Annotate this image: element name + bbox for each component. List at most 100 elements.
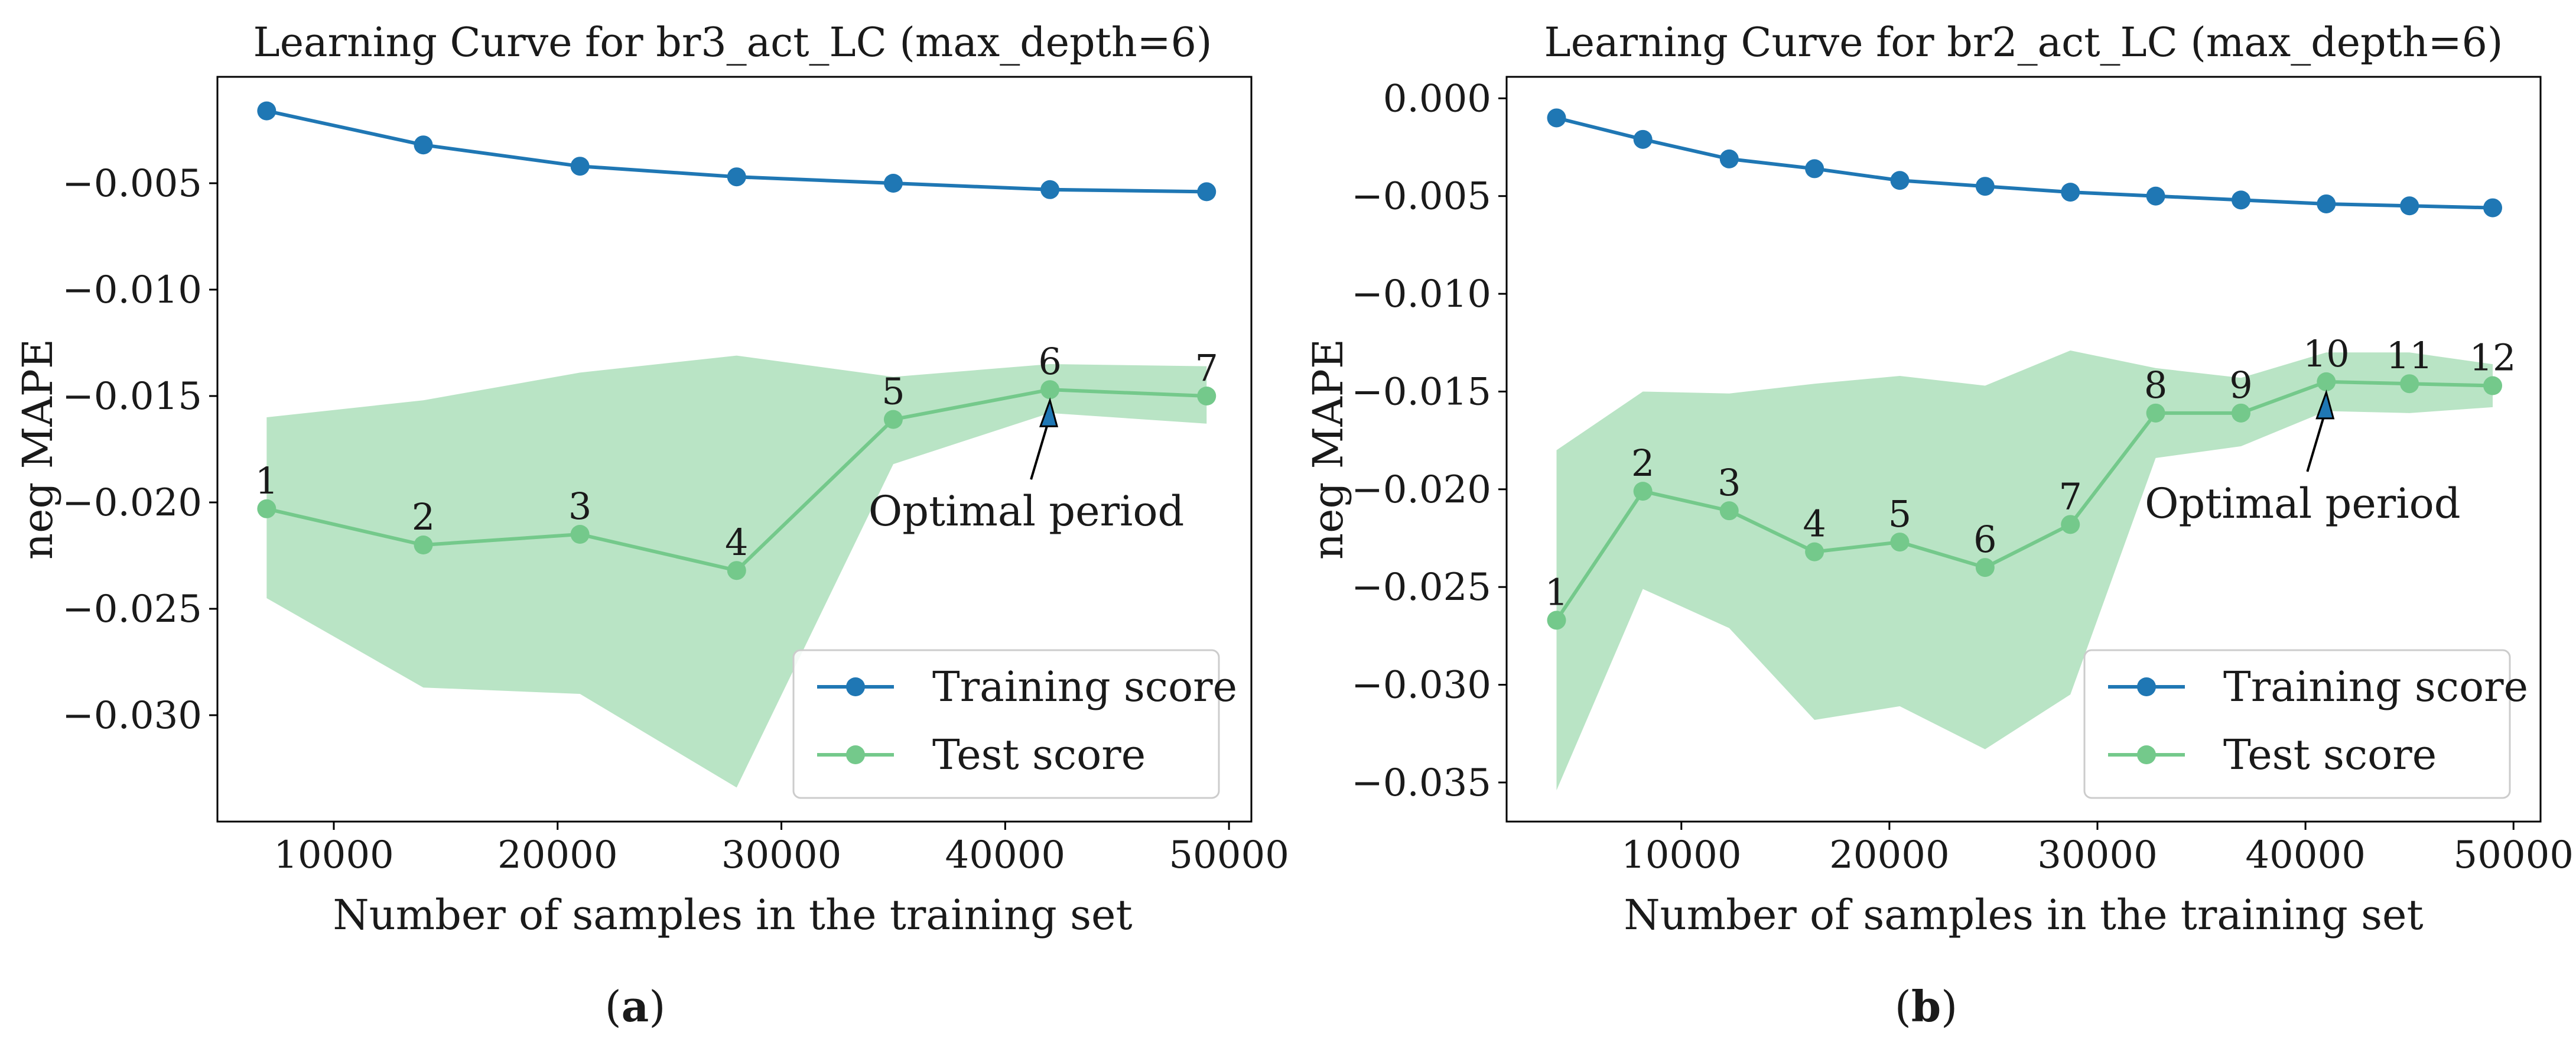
- chart-b-test-score-point: [1890, 533, 1910, 552]
- chart-b-test-score-point: [2400, 374, 2419, 394]
- chart-b-annotation-arrow-shaft: [2306, 416, 2325, 472]
- chart-a-point-number-label: 5: [882, 370, 905, 413]
- chart-a-test-score-point: [257, 499, 277, 518]
- chart-a-xtick-label: 30000: [721, 833, 842, 877]
- chart-b-legend-test-marker: [2137, 745, 2156, 764]
- chart-a-legend-box: [792, 649, 1220, 799]
- chart-b-training-score-point: [2061, 183, 2080, 202]
- chart-a-ytick-label: −0.025: [62, 588, 202, 631]
- chart-b-frame: [1505, 76, 2542, 823]
- chart-a-test-score-point: [727, 561, 746, 580]
- chart-b-legend-train-marker: [2137, 677, 2156, 696]
- chart-a-annotation-text: Optimal period: [869, 487, 1185, 536]
- chart-b-training-score-point: [2231, 190, 2250, 210]
- chart-a-training-score-point: [1197, 182, 1217, 202]
- chart-b-annotation-text: Optimal period: [2145, 479, 2461, 528]
- chart-b-test-score-point: [1805, 542, 1824, 562]
- chart-b-xtick-label: 50000: [2453, 833, 2574, 877]
- chart-a-legend-train-marker: [846, 677, 865, 696]
- chart-b-training-score-point: [1890, 171, 1910, 190]
- chart-a-test-score-point: [570, 525, 590, 544]
- chart-b-annotation-arrow-head: [2315, 389, 2335, 420]
- chart-b-point-number-label: 8: [2144, 364, 2167, 407]
- chart-a-training-score-point: [414, 135, 433, 155]
- chart-a-test-score-point: [1040, 380, 1060, 400]
- chart-b-training-score-point: [2400, 196, 2419, 216]
- chart-a-ytick-label: −0.020: [62, 481, 202, 525]
- chart-a-xlabel: Number of samples in the training set: [333, 891, 1132, 939]
- chart-a-xtick-label: 40000: [945, 833, 1066, 877]
- chart-a-test-score-point: [1197, 387, 1217, 405]
- chart-b-caption-letter: b: [1911, 981, 1941, 1031]
- chart-b-point-number-label: 12: [2470, 336, 2516, 379]
- chart-b-ytick-label: −0.030: [1351, 664, 1491, 708]
- chart-b-test-score-line: [1555, 379, 2493, 622]
- chart-b-training-score-point: [1719, 149, 1739, 168]
- chart-b-xtick-label: 40000: [2245, 833, 2366, 877]
- chart-a-plot: 10000 20000 30000 40000 50000 −0.005 −0.010 −0.…: [62, 101, 1289, 877]
- chart-b-ytick-label: −0.035: [1351, 761, 1491, 805]
- chart-b-training-score-point: [1633, 129, 1653, 149]
- chart-b-point-number-label: 9: [2229, 364, 2252, 407]
- chart-a-ytick-label: −0.010: [62, 268, 202, 312]
- chart-b-ytick-label: −0.010: [1351, 272, 1491, 316]
- chart-b-test-score-point: [2146, 403, 2165, 423]
- chart-b-training-score-line: [1556, 116, 2493, 210]
- chart-b-test-score-band: [1556, 350, 2493, 791]
- chart-b-legend-box: [2083, 649, 2511, 799]
- chart-b-point-number-label: 5: [1888, 492, 1911, 536]
- chart-a-training-score-point: [257, 101, 277, 121]
- chart-b-ytick-label: 0.000: [1383, 77, 1491, 121]
- chart-a-ytick-label: −0.005: [62, 162, 202, 206]
- chart-a-point-number-label: 6: [1038, 340, 1061, 383]
- chart-b-ytick-label: −0.020: [1351, 468, 1491, 512]
- chart-b-legend-train-label: Training score: [2223, 663, 2528, 711]
- chart-b-ytick-label: −0.025: [1351, 566, 1491, 609]
- chart-b-point-number-label: 1: [1545, 570, 1568, 614]
- chart-a-test-score-point: [414, 536, 433, 554]
- chart-panel-b: Learning Curve for br2_act_LC (max_depth…: [1304, 20, 2574, 1031]
- chart-a-title: Learning Curve for br3_act_LC (max_depth…: [253, 20, 1212, 66]
- chart-b-test-score-point: [1633, 482, 1653, 501]
- chart-b-plot: 10000 20000 30000 40000 50000 0.000 −0.005 −0.0…: [1351, 77, 2574, 877]
- chart-a-point-number-label: 3: [568, 485, 591, 528]
- chart-a-test-score-point: [883, 410, 903, 429]
- chart-b-test-score-point: [2061, 515, 2080, 534]
- chart-b-training-score-point: [2317, 194, 2336, 213]
- chart-a-ytick-label: −0.015: [62, 375, 202, 418]
- chart-b-ylabel: neg MAPE: [1304, 339, 1352, 560]
- chart-a-training-score-point: [727, 167, 746, 187]
- chart-a-ylabel: neg MAPE: [14, 339, 62, 560]
- chart-a-annotation-arrow-head: [1039, 397, 1059, 427]
- chart-a-training-score-point: [883, 174, 903, 193]
- chart-panel-a: Learning Curve for br3_act_LC (max_depth…: [14, 20, 1289, 1031]
- chart-b-point-number-label: 2: [1631, 442, 1654, 485]
- chart-a-point-number-label: 2: [412, 495, 435, 538]
- chart-b-legend: Training score Test score: [2083, 649, 2528, 799]
- chart-b-test-score-point: [1975, 558, 1995, 577]
- chart-b-ytick-label: −0.005: [1351, 175, 1491, 219]
- chart-a-xtick-label: 20000: [497, 833, 618, 877]
- chart-a-legend-test-label: Test score: [932, 731, 1146, 779]
- chart-a-legend: Training score Test score: [792, 649, 1237, 799]
- chart-b-point-number-label: 4: [1803, 502, 1826, 546]
- chart-a-point-number-label: 7: [1195, 346, 1218, 390]
- chart-b-point-number-label: 6: [1973, 518, 1996, 561]
- chart-b-training-score-point: [2146, 186, 2165, 206]
- chart-a-xtick-label: 10000: [274, 833, 394, 877]
- chart-b-xtick-label: 20000: [1829, 833, 1950, 877]
- chart-b-point-number-label: 11: [2386, 334, 2433, 377]
- chart-a-legend-test-marker: [846, 745, 865, 764]
- chart-b-xtick-label: 30000: [2037, 833, 2158, 877]
- chart-b-point-number-label: 3: [1718, 461, 1741, 504]
- chart-b-training-score-point: [1805, 159, 1824, 179]
- chart-b-test-score-point: [1547, 611, 1566, 630]
- chart-b-xtick-label: 10000: [1621, 833, 1742, 877]
- chart-a-xtick-label: 50000: [1169, 833, 1289, 877]
- chart-a-legend-train-label: Training score: [932, 663, 1237, 711]
- chart-b-test-score-point: [2317, 372, 2336, 391]
- chart-b-test-score-point: [2483, 376, 2503, 395]
- chart-b-title: Learning Curve for br2_act_LC (max_depth…: [1544, 20, 2503, 66]
- chart-b-ytick-label: −0.015: [1351, 370, 1491, 414]
